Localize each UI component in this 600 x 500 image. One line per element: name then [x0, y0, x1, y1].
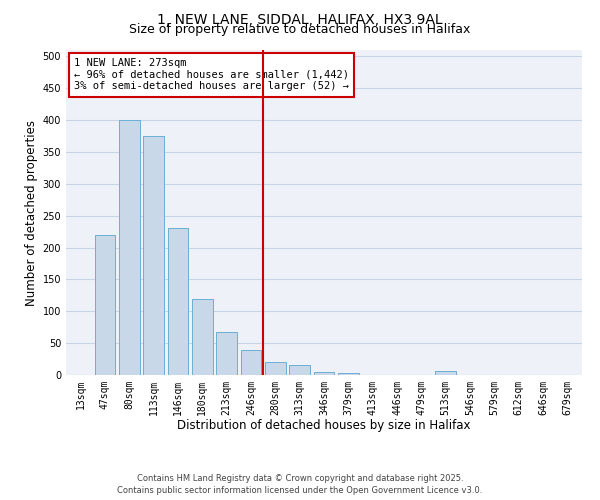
Text: Contains HM Land Registry data © Crown copyright and database right 2025.
Contai: Contains HM Land Registry data © Crown c…	[118, 474, 482, 495]
Bar	[436, 370, 456, 375]
Bar	[265, 362, 286, 375]
Bar	[167, 228, 188, 375]
Bar	[192, 298, 212, 375]
Bar	[338, 373, 359, 375]
Bar	[143, 136, 164, 375]
Bar	[289, 366, 310, 375]
Text: 1, NEW LANE, SIDDAL, HALIFAX, HX3 9AL: 1, NEW LANE, SIDDAL, HALIFAX, HX3 9AL	[157, 12, 443, 26]
Text: Size of property relative to detached houses in Halifax: Size of property relative to detached ho…	[130, 22, 470, 36]
Bar	[216, 332, 237, 375]
Bar	[314, 372, 334, 375]
Bar	[119, 120, 140, 375]
X-axis label: Distribution of detached houses by size in Halifax: Distribution of detached houses by size …	[177, 420, 471, 432]
Text: 1 NEW LANE: 273sqm
← 96% of detached houses are smaller (1,442)
3% of semi-detac: 1 NEW LANE: 273sqm ← 96% of detached hou…	[74, 58, 349, 92]
Bar	[241, 350, 262, 375]
Bar	[95, 235, 115, 375]
Y-axis label: Number of detached properties: Number of detached properties	[25, 120, 38, 306]
